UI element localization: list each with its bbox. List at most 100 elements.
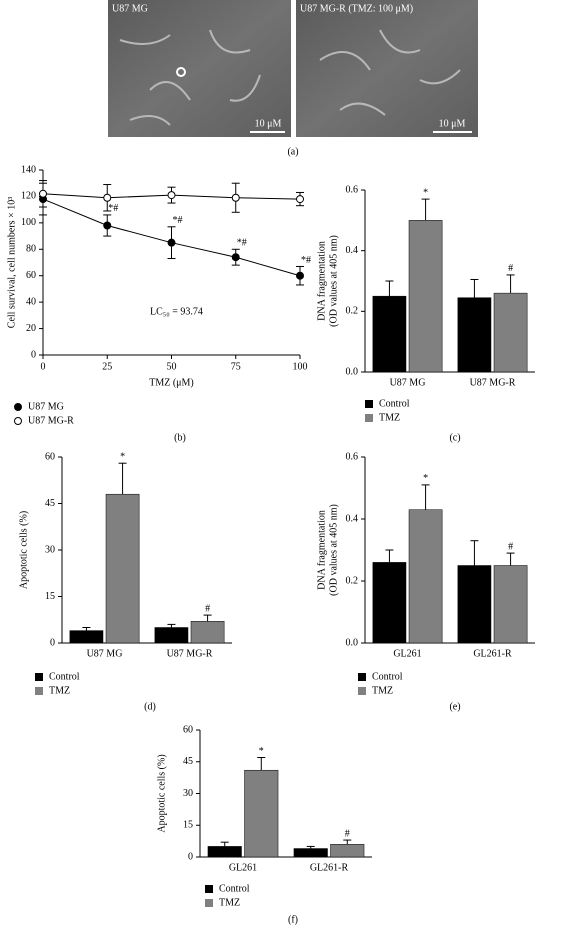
data-point [231, 253, 240, 262]
bar [293, 848, 328, 858]
panel-label: (c) [449, 432, 460, 443]
y-axis-label: DNA fragmentation [316, 241, 327, 321]
x-axis-label: TMZ (μM) [149, 377, 194, 388]
y-tick-label: 0.2 [346, 575, 359, 586]
x-tick-label: 0 [41, 361, 46, 372]
y-tick-label: 0 [188, 851, 193, 862]
x-tick-label: GL261 [229, 862, 257, 873]
y-axis-label: (OD values at 405 nm) [328, 504, 339, 596]
bar [105, 493, 140, 644]
legend-label: U87 MG-R [28, 415, 74, 426]
y-tick-label: 30 [45, 544, 55, 555]
y-tick-label: 20 [26, 323, 36, 334]
bar [372, 295, 407, 373]
y-axis-label: Apoptotic cells (%) [18, 511, 29, 589]
annotation: LC₅₀ = 93.74 [150, 306, 203, 317]
cell [176, 67, 186, 77]
y-tick-label: 0.0 [346, 366, 359, 377]
y-tick-label: 0.6 [346, 184, 359, 195]
x-tick-label: GL261-R [310, 862, 349, 873]
y-tick-label: 60 [26, 270, 36, 281]
bar [154, 627, 189, 644]
bar [330, 844, 365, 858]
bar [244, 769, 279, 858]
data-point [103, 193, 112, 202]
y-tick-label: 0.0 [346, 637, 359, 648]
y-tick-label: 0.6 [346, 451, 359, 462]
x-tick-label: U87 MG-R [470, 377, 516, 388]
y-axis-label: Cell survival, cell numbers × 10³ [6, 197, 17, 328]
x-tick-label: GL261 [393, 648, 421, 659]
panel-label: (a) [287, 146, 298, 157]
bar [408, 220, 443, 373]
legend-swatch [205, 899, 213, 907]
legend-label: Control [49, 671, 80, 682]
data-point [167, 191, 176, 200]
y-tick-label: 120 [21, 191, 36, 202]
significance-mark: * [259, 746, 264, 757]
bar [190, 621, 225, 644]
x-tick-label: U87 MG-R [167, 648, 213, 659]
legend-label: TMZ [219, 897, 240, 908]
scale-label: 10 μM [255, 118, 282, 129]
y-tick-label: 0 [31, 349, 36, 360]
bar [69, 630, 104, 644]
bar [207, 846, 242, 858]
data-point [167, 238, 176, 247]
y-tick-label: 40 [26, 296, 36, 307]
legend-swatch [35, 673, 43, 681]
legend-marker [14, 403, 22, 411]
data-point [296, 271, 304, 280]
x-tick-label: 25 [102, 361, 112, 372]
y-tick-label: 45 [45, 498, 55, 509]
legend-marker [14, 417, 22, 425]
bar [493, 292, 528, 373]
image-label: U87 MG-R (TMZ: 100 μM) [300, 3, 413, 14]
significance-mark: *# [237, 238, 247, 249]
legend-swatch [205, 885, 213, 893]
significance-mark: # [345, 828, 350, 839]
y-tick-label: 60 [45, 451, 55, 462]
legend-swatch [35, 687, 43, 695]
y-tick-label: 0.4 [346, 245, 359, 256]
legend-label: U87 MG [28, 401, 64, 412]
y-tick-label: 0 [50, 637, 55, 648]
y-tick-label: 80 [26, 244, 36, 255]
cell-outlines [119, 29, 461, 126]
bar [372, 562, 407, 644]
x-tick-label: 50 [167, 361, 177, 372]
data-point [231, 193, 240, 202]
y-axis-label: Apoptotic cells (%) [156, 754, 167, 832]
panel-label: (b) [174, 432, 186, 443]
data-point [39, 189, 47, 198]
legend-swatch [365, 400, 373, 408]
legend-label: Control [372, 671, 403, 682]
significance-mark: # [205, 603, 210, 614]
x-tick-label: U87 MG [390, 377, 426, 388]
bar [457, 297, 492, 373]
data-point [103, 221, 112, 230]
legend-swatch [358, 687, 366, 695]
image-label: U87 MG [112, 3, 148, 14]
legend-label: Control [219, 883, 250, 894]
y-tick-label: 0.2 [346, 306, 359, 317]
significance-mark: *# [173, 215, 183, 226]
y-tick-label: 100 [21, 217, 36, 228]
legend-label: TMZ [372, 685, 393, 696]
legend-label: Control [379, 398, 410, 409]
y-tick-label: 140 [21, 164, 36, 175]
significance-mark: *# [108, 203, 118, 214]
legend-swatch [365, 414, 373, 422]
micrograph [108, 0, 291, 137]
x-tick-label: GL261-R [473, 648, 512, 659]
significance-mark: * [423, 473, 428, 484]
y-tick-label: 60 [183, 724, 193, 735]
x-tick-label: 100 [293, 361, 308, 372]
legend-label: TMZ [49, 685, 70, 696]
y-tick-label: 30 [183, 788, 193, 799]
significance-mark: # [508, 263, 513, 274]
y-axis-label: DNA fragmentation [316, 510, 327, 590]
bar [493, 565, 528, 644]
